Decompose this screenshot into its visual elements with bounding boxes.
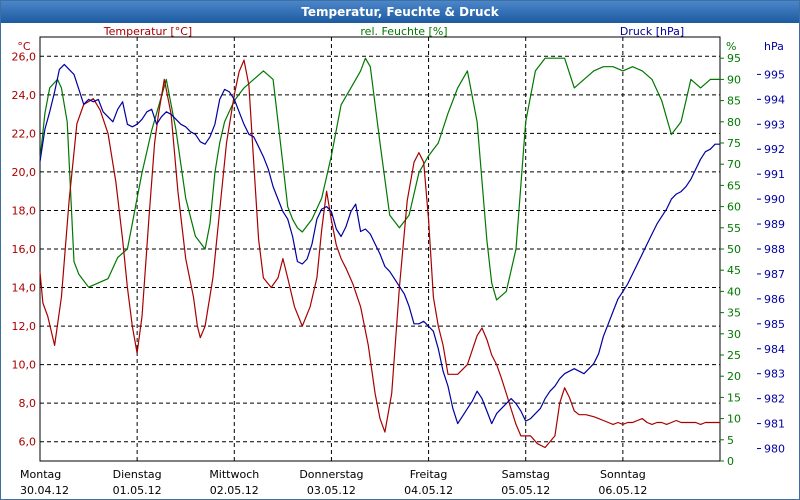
x-date-label: 05.05.12 (501, 484, 550, 497)
humidity-tick-label: 55 (727, 222, 741, 235)
humidity-tick-label: 60 (727, 201, 741, 214)
pressure-tick-label: 995 (764, 68, 785, 81)
x-date-label: 30.04.12 (20, 484, 69, 497)
temperature-line (39, 59, 720, 449)
x-day-label: Dienstag (113, 468, 162, 481)
humidity-tick-label: 85 (727, 95, 741, 108)
x-day-label: Mittwoch (209, 468, 259, 481)
pressure-tick-label: 994 (764, 93, 785, 106)
humidity-tick-label: 90 (727, 73, 741, 86)
pressure-unit-label: hPa (764, 40, 784, 53)
pressure-tick-label: 987 (764, 268, 785, 281)
temp-tick-label: 6,0 (19, 436, 37, 449)
temp-tick-label: 24,0 (12, 89, 37, 102)
x-date-label: 01.05.12 (113, 484, 162, 497)
window-title: Temperatur, Feuchte & Druck (1, 1, 799, 23)
pressure-tick-label: 980 (764, 443, 785, 456)
pressure-tick-label: 981 (764, 418, 785, 431)
temp-unit-label: °C (17, 40, 31, 53)
temp-tick-label: 22,0 (12, 127, 37, 140)
humidity-tick-label: 75 (727, 137, 741, 150)
temp-tick-label: 26,0 (12, 50, 37, 63)
humidity-tick-label: 70 (727, 158, 741, 171)
humidity-tick-label: 30 (727, 328, 741, 341)
pressure-tick-label: 991 (764, 168, 785, 181)
temp-tick-label: 16,0 (12, 243, 37, 256)
x-day-label: Samstag (502, 468, 550, 481)
pressure-tick-label: 983 (764, 368, 785, 381)
humidity-tick-label: 65 (727, 179, 741, 192)
temp-tick-label: 14,0 (12, 282, 37, 295)
humidity-tick-label: 0 (727, 455, 734, 468)
humidity-tick-label: 10 (727, 413, 741, 426)
humidity-tick-label: 20 (727, 370, 741, 383)
pressure-tick-label: 992 (764, 143, 785, 156)
pressure-tick-label: 993 (764, 118, 785, 131)
humidity-tick-label: 80 (727, 116, 741, 129)
pressure-axis-header: Druck [hPa] (620, 25, 684, 38)
temp-tick-label: 10,0 (12, 359, 37, 372)
axis-headers: Temperatur [°C] °C rel. Feuchte [%]% Druck … (17, 25, 783, 53)
grid-lines (40, 37, 720, 461)
x-date-label: 06.05.12 (598, 484, 647, 497)
temp-axis-header: Temperatur [°C] (103, 25, 192, 38)
temp-tick-label: 12,0 (12, 320, 37, 333)
x-day-label: Freitag (410, 468, 448, 481)
x-date-label: 03.05.12 (307, 484, 356, 497)
temp-tick-label: 20,0 (12, 166, 37, 179)
humidity-line (39, 57, 720, 301)
humidity-tick-label: 15 (727, 391, 741, 404)
pressure-line (39, 63, 720, 425)
x-day-label: Sonntag (600, 468, 646, 481)
humidity-tick-label: 45 (727, 264, 741, 277)
humidity-tick-label: 25 (727, 349, 741, 362)
humidity-tick-label: 95 (727, 52, 741, 65)
series-lines (39, 57, 720, 449)
humidity-unit-label: % (726, 40, 736, 53)
pressure-tick-label: 984 (764, 343, 785, 356)
humidity-tick-label: 50 (727, 243, 741, 256)
pressure-tick-label: 982 (764, 393, 785, 406)
pressure-tick-label: 989 (764, 218, 785, 231)
temp-tick-label: 8,0 (19, 397, 37, 410)
x-day-label: Montag (20, 468, 61, 481)
tick-labels: 26,0 24,0 22,0 20,0 18,0 16,0 14,0 12,0 10,0 8,0 6… (12, 50, 786, 497)
humidity-tick-label: 40 (727, 285, 741, 298)
humidity-axis-header: rel. Feuchte [%] (360, 25, 447, 38)
humidity-tick-label: 5 (727, 434, 734, 447)
x-day-label: Donnerstag (299, 468, 363, 481)
humidity-tick-label: 35 (727, 307, 741, 320)
pressure-tick-label: 986 (764, 293, 785, 306)
x-date-label: 02.05.12 (210, 484, 259, 497)
temp-tick-label: 18,0 (12, 204, 37, 217)
x-date-label: 04.05.12 (404, 484, 453, 497)
pressure-tick-label: 985 (764, 318, 785, 331)
pressure-tick-label: 988 (764, 243, 785, 256)
pressure-tick-label: 990 (764, 193, 785, 206)
